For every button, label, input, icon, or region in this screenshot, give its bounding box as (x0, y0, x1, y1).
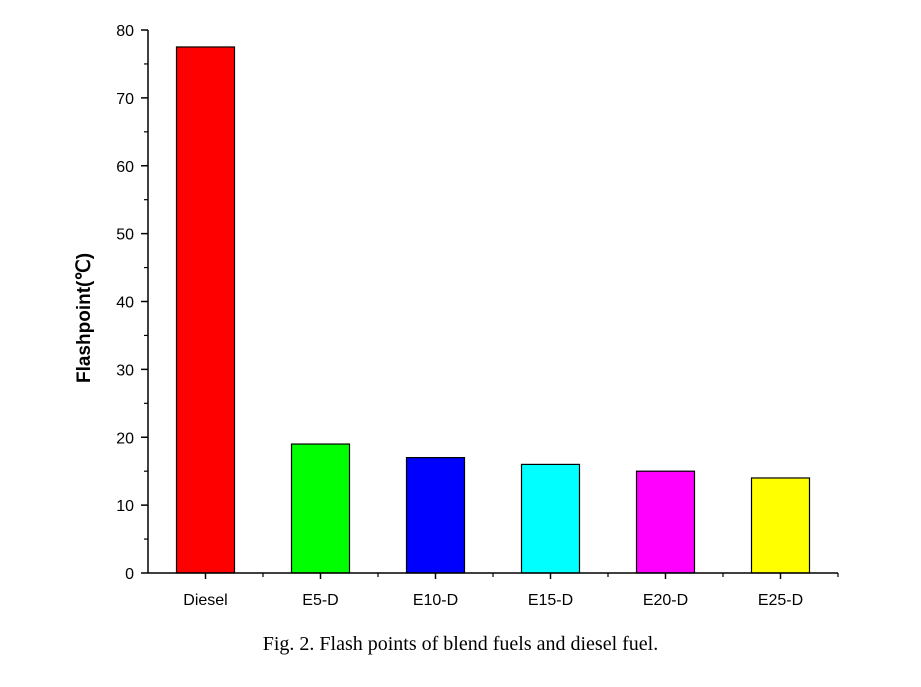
y-tick-label: 80 (116, 23, 134, 40)
y-tick-label: 0 (125, 566, 134, 583)
y-tick-label: 10 (116, 498, 134, 515)
x-tick-label: E10-D (413, 592, 458, 609)
x-tick-label: E25-D (758, 592, 803, 609)
bar-e15-d (520, 463, 581, 574)
x-tick-label: E5-D (302, 592, 338, 609)
y-tick-label: 20 (116, 430, 134, 447)
y-tick-label: 40 (116, 295, 134, 312)
x-tick-label: E20-D (643, 592, 688, 609)
y-axis-title: Flashpoint(℃) (74, 253, 95, 383)
bars-group (175, 46, 811, 574)
x-ticks-group: Diesel E5-D E10-D E15-D E20-D E25-D (183, 573, 839, 609)
bar-chart: 0 10 20 30 40 50 60 70 80 Diesel E5-D E10-D E15-D E2… (74, 23, 839, 609)
bar-diesel (175, 46, 236, 574)
figure-caption: Fig. 2. Flash points of blend fuels and … (262, 633, 659, 655)
y-tick-label: 60 (116, 159, 134, 176)
bar-e5-d (290, 443, 351, 574)
y-ticks-group: 0 10 20 30 40 50 60 70 80 (116, 23, 148, 583)
bar-e20-d (635, 470, 696, 574)
y-tick-label: 70 (116, 91, 134, 108)
y-tick-label: 30 (116, 362, 134, 379)
bar-e25-d (750, 477, 811, 574)
bar-e10-d (405, 457, 466, 574)
x-tick-label: E15-D (528, 592, 573, 609)
x-tick-label: Diesel (183, 592, 227, 609)
y-tick-label: 50 (116, 227, 134, 244)
